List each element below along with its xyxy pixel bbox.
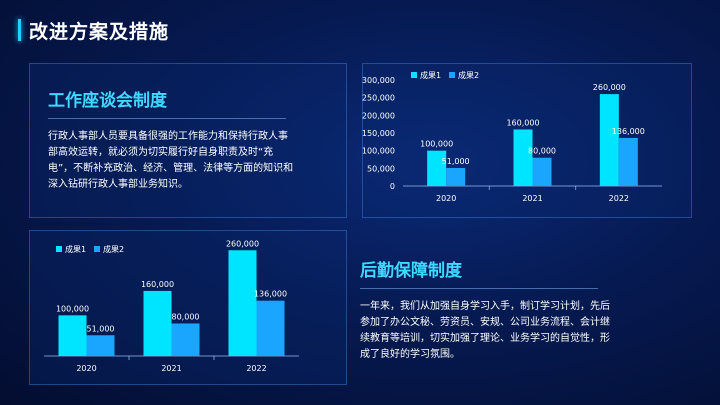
title-bar: 改进方案及措施	[18, 16, 169, 44]
panel-chart-bottom	[29, 230, 347, 385]
section2-heading: 后勤保障制度	[360, 261, 462, 281]
page-title: 改进方案及措施	[29, 20, 170, 43]
section1-divider	[48, 118, 286, 119]
title-accent-bar	[18, 19, 21, 41]
section1-body: 行政人事部人员要具备很强的工作能力和保持行政人事部高效运转，就必须为切实履行好自…	[48, 131, 294, 190]
section2-body: 一年来，我们从加强自身学习入手，制订学习计划，先后参加了办公文秘、劳资员、安规、…	[360, 301, 610, 360]
panel-work-meeting	[29, 63, 347, 218]
section1-heading: 工作座谈会制度	[48, 91, 167, 111]
panel-chart-top	[362, 63, 692, 218]
section2-divider	[360, 288, 598, 289]
